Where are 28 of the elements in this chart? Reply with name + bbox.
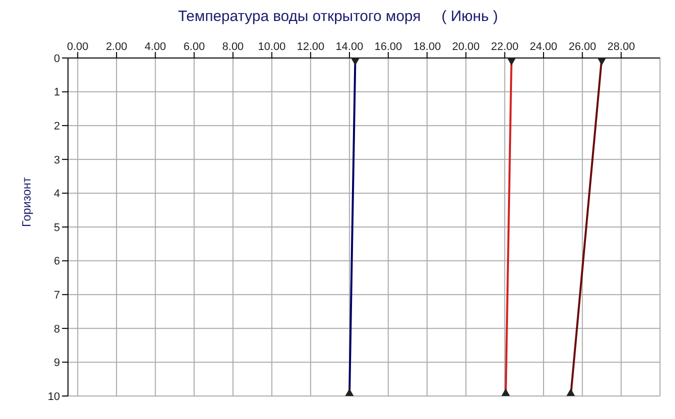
y-tick-label: 9: [54, 357, 60, 370]
x-tick-label: 22.00: [490, 41, 518, 53]
x-tick-label: 20.00: [452, 41, 480, 53]
y-tick-label: 4: [54, 188, 60, 200]
y-axis-title: Горизонт: [19, 176, 34, 227]
x-tick-label: 4.00: [144, 41, 166, 53]
x-tick-label: 26.00: [568, 41, 596, 53]
x-tick-label: 6.00: [183, 41, 205, 53]
x-tick-label: 0.00: [66, 41, 88, 53]
x-tick-label: 16.00: [374, 41, 402, 53]
y-tick-label: 7: [54, 290, 60, 302]
x-tick-label: 18.00: [413, 41, 441, 53]
y-tick-label: 0: [54, 52, 60, 65]
x-tick-label: 2.00: [106, 41, 128, 53]
x-tick-label: 24.00: [530, 41, 558, 53]
y-tick-label: 8: [54, 323, 60, 336]
x-tick-label: 10.00: [258, 41, 286, 53]
y-tick-label: 5: [54, 222, 60, 234]
x-tick-label: 14.00: [336, 41, 364, 53]
x-tick-label: 12.00: [296, 41, 324, 53]
chart-title: Температура воды открытого моря ( Июнь ): [176, 8, 500, 27]
y-tick-label: 1: [54, 86, 60, 99]
y-tick-label: 6: [54, 256, 60, 268]
y-tick-label: 3: [54, 154, 60, 166]
x-tick-label: 28.00: [607, 41, 635, 53]
x-tick-label: 8.00: [222, 41, 244, 53]
y-tick-label: 2: [54, 120, 60, 133]
y-tick-label: 10: [48, 390, 60, 403]
